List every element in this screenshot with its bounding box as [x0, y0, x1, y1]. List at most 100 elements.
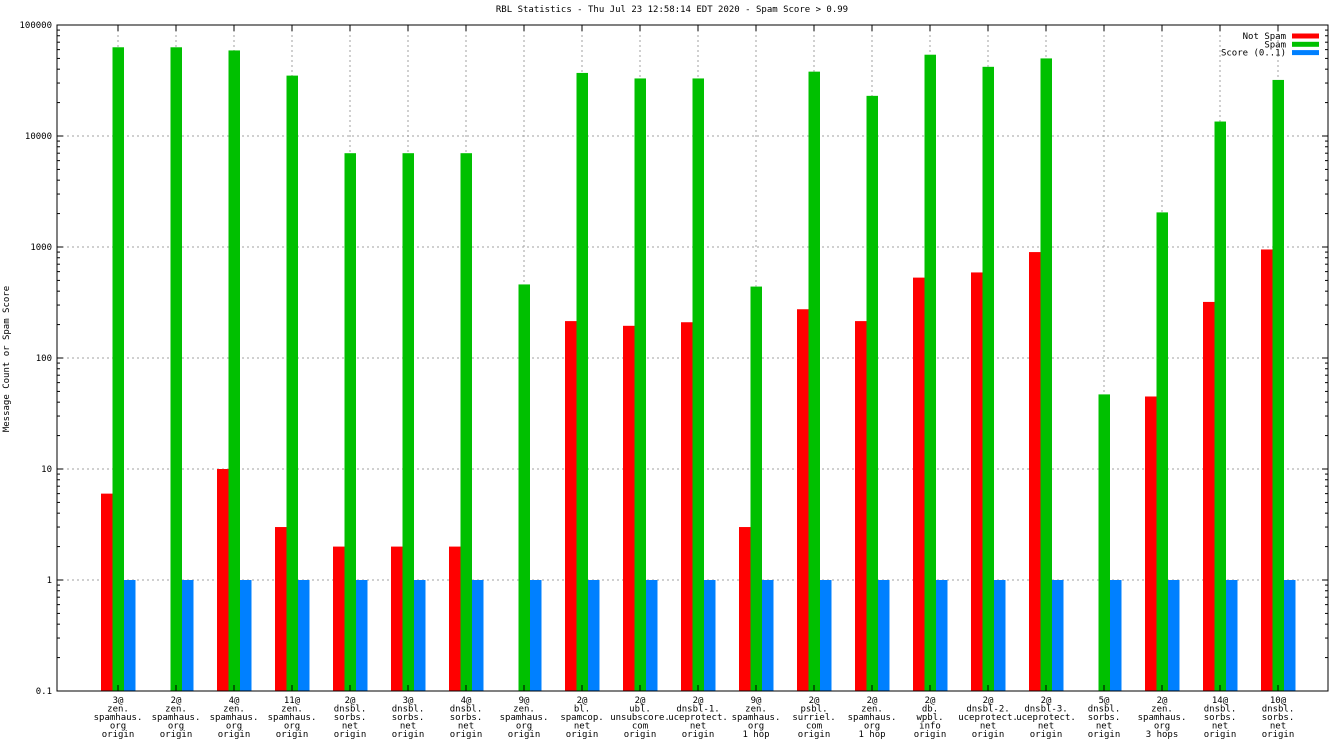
bar-not-spam-19 [1203, 301, 1215, 691]
y-tick-label: 1000 [30, 243, 52, 253]
x-tick-label: 9@ [751, 696, 762, 706]
legend-label: Spam [1264, 40, 1286, 50]
x-tick-label: zen. [861, 705, 883, 715]
x-tick-label: org [110, 722, 126, 732]
bar-not-spam-20 [1261, 249, 1273, 691]
bar-score-0-1-8 [588, 580, 600, 691]
x-tick-label: org [226, 722, 242, 732]
x-tick-label: com [632, 722, 648, 732]
y-tick-label: 0.1 [36, 687, 52, 697]
legend-label: Score (0..1) [1221, 49, 1286, 59]
x-tick-label: dnsbl. [1204, 705, 1237, 715]
bar-not-spam-8 [565, 321, 577, 691]
bar-spam-11 [750, 286, 762, 691]
bar-spam-17 [1098, 394, 1110, 691]
x-tick-label: psbl. [800, 705, 827, 715]
x-tick-label: dnsbl. [392, 705, 425, 715]
x-tick-label: info [919, 722, 941, 732]
bar-score-0-1-18 [1168, 580, 1180, 691]
x-tick-label: 5@ [1099, 696, 1110, 706]
x-tick-label: zen. [281, 705, 303, 715]
plot-border [56, 24, 1329, 692]
bar-score-0-1-16 [1052, 580, 1064, 691]
x-tick-label: origin [218, 730, 251, 740]
x-tick-label: 3@ [113, 696, 124, 706]
x-tick-label: dnsbl-3. [1024, 705, 1067, 715]
bar-spam-1 [170, 47, 182, 692]
bar-score-0-1-0 [124, 580, 136, 691]
y-tick-label: 100000 [19, 21, 52, 31]
x-tick-label: spamhaus. [848, 713, 897, 723]
x-tick-label: zen. [1151, 705, 1173, 715]
bar-spam-16 [1040, 58, 1052, 692]
x-tick-label: 2@ [635, 696, 646, 706]
x-tick-label: 2@ [345, 696, 356, 706]
bar-score-0-1-11 [762, 580, 774, 691]
x-tick-label: sorbs. [334, 713, 367, 723]
x-tick-label: wpbl. [916, 713, 943, 723]
bar-score-0-1-19 [1226, 580, 1238, 691]
x-tick-label: org [748, 722, 764, 732]
bar-score-0-1-4 [356, 580, 368, 691]
x-tick-label: spamhaus. [210, 713, 259, 723]
bar-score-0-1-15 [994, 580, 1006, 691]
bar-not-spam-9 [623, 325, 635, 691]
bar-not-spam-14 [913, 277, 925, 691]
x-tick-label: 4@ [229, 696, 240, 706]
bar-spam-2 [228, 50, 240, 691]
x-tick-label: 1 hop [858, 730, 885, 740]
x-tick-label: zen. [745, 705, 767, 715]
x-tick-label: origin [972, 730, 1005, 740]
x-tick-label: origin [1030, 730, 1063, 740]
x-tick-label: origin [682, 730, 715, 740]
bar-not-spam-16 [1029, 252, 1041, 691]
x-tick-label: 9@ [519, 696, 530, 706]
bar-score-0-1-10 [704, 580, 716, 691]
bar-spam-4 [344, 153, 356, 692]
bar-spam-7 [518, 284, 530, 691]
x-tick-label: sorbs. [1204, 713, 1237, 723]
x-tick-label: origin [798, 730, 831, 740]
x-tick-label: origin [566, 730, 599, 740]
x-tick-label: net [980, 722, 996, 732]
x-tick-label: origin [450, 730, 483, 740]
y-tick-label: 10000 [25, 132, 52, 142]
x-tick-label: 3 hops [1146, 730, 1179, 740]
x-tick-label: dnsbl. [1262, 705, 1295, 715]
x-tick-label: origin [1088, 730, 1121, 740]
x-tick-label: net [1038, 722, 1054, 732]
bar-spam-5 [402, 153, 414, 692]
x-tick-label: 2@ [809, 696, 820, 706]
bar-score-0-1-9 [646, 580, 658, 691]
x-tick-label: sorbs. [450, 713, 483, 723]
x-tick-label: com [806, 722, 822, 732]
x-tick-label: 4@ [461, 696, 472, 706]
x-tick-label: bl. [574, 705, 590, 715]
x-tick-label: origin [160, 730, 193, 740]
x-tick-label: 1 hop [742, 730, 769, 740]
x-tick-label: spamhaus. [268, 713, 317, 723]
x-tick-label: net [1270, 722, 1286, 732]
y-tick-label: 100 [36, 354, 52, 364]
bar-not-spam-15 [971, 272, 983, 691]
x-tick-label: uceprotect. [958, 713, 1018, 723]
x-tick-label: net [574, 722, 590, 732]
bar-spam-9 [634, 78, 646, 692]
x-tick-label: 2@ [171, 696, 182, 706]
x-tick-label: unsubscore. [610, 713, 670, 723]
bar-not-spam-4 [333, 546, 345, 691]
x-tick-label: zen. [107, 705, 129, 715]
bar-not-spam-18 [1145, 396, 1157, 691]
legend-label: Not Spam [1243, 32, 1286, 42]
x-tick-label: org [516, 722, 532, 732]
x-tick-label: 2@ [867, 696, 878, 706]
x-tick-label: spamhaus. [500, 713, 549, 723]
bar-score-0-1-17 [1110, 580, 1122, 691]
x-tick-label: origin [1204, 730, 1237, 740]
x-tick-label: spamhaus. [94, 713, 143, 723]
x-tick-label: origin [392, 730, 425, 740]
bar-not-spam-0 [101, 493, 113, 691]
x-tick-label: origin [624, 730, 657, 740]
